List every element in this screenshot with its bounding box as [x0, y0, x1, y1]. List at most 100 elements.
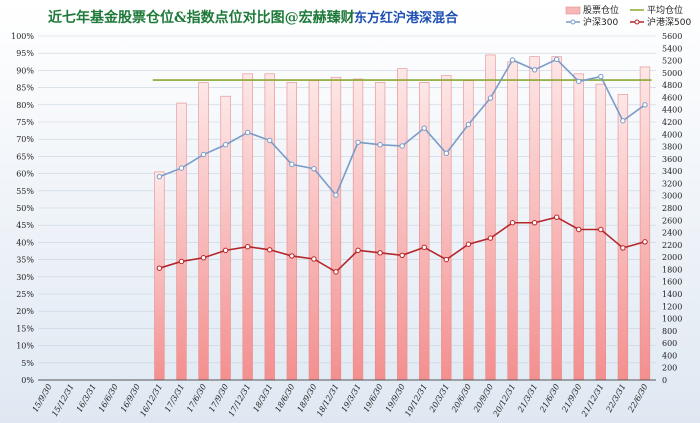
left-tick-label: 35% — [16, 256, 34, 265]
point — [421, 244, 427, 251]
point — [642, 102, 648, 108]
left-tick-label: 65% — [16, 152, 34, 161]
left-tick-label: 75% — [16, 118, 34, 127]
bar — [441, 75, 452, 381]
bar — [176, 102, 187, 381]
point — [156, 265, 163, 271]
point — [200, 255, 207, 261]
left-tick-label: 50% — [16, 204, 34, 213]
point — [244, 244, 251, 250]
right-tick-label: 4600 — [662, 93, 682, 102]
right-tick-label: 2800 — [662, 204, 682, 213]
point — [465, 121, 472, 128]
point — [487, 235, 494, 241]
left-tick-label: 20% — [16, 307, 34, 316]
bar — [529, 56, 540, 381]
left-tick-label: 40% — [16, 238, 34, 247]
left-tick-label: 30% — [16, 273, 34, 282]
point — [333, 269, 339, 275]
left-tick-label: 95% — [16, 49, 34, 58]
bar — [220, 95, 231, 381]
point — [156, 173, 163, 180]
left-tick-label: 15% — [16, 324, 34, 333]
point — [178, 258, 185, 265]
right-tick-label: 5200 — [662, 57, 682, 66]
point — [222, 247, 229, 254]
right-tick-label: 5600 — [662, 32, 682, 41]
left-tick-label: 85% — [16, 84, 34, 93]
right-tick-label: 4800 — [662, 81, 682, 90]
right-tick-label: 5000 — [662, 69, 682, 78]
point — [553, 214, 560, 220]
point — [311, 256, 317, 262]
bar — [617, 94, 629, 381]
right-tick-label: 2400 — [662, 229, 682, 238]
bar — [286, 82, 297, 381]
bar — [242, 73, 253, 381]
right-tick-label: 2600 — [662, 216, 682, 225]
point — [553, 56, 560, 63]
bar — [352, 78, 364, 381]
legend-label: 沪深300 — [583, 16, 618, 28]
legend-label: 股票仓位 — [583, 4, 619, 16]
position-bars — [154, 54, 651, 381]
right-tick-label: 200 — [662, 364, 677, 373]
left-axis-ticks: 0% 5% 10% 15% 20% 25% 30% 35% 40% 45% 50% 55% 60% 65%… — [11, 32, 34, 385]
point — [333, 192, 339, 198]
point — [531, 220, 538, 226]
right-tick-label: 1400 — [662, 290, 682, 299]
point — [465, 241, 472, 247]
point — [289, 253, 295, 259]
left-tick-label: 100% — [11, 32, 34, 41]
bar — [154, 171, 165, 381]
right-tick-label: 600 — [662, 339, 677, 348]
point — [620, 118, 626, 124]
bar — [374, 82, 386, 381]
bar — [264, 73, 275, 381]
left-tick-label: 10% — [16, 342, 34, 351]
point — [377, 142, 383, 148]
legend-marker — [570, 19, 576, 25]
right-tick-label: 800 — [662, 327, 677, 336]
point — [267, 137, 273, 144]
right-tick-label: 1600 — [662, 278, 682, 287]
point — [576, 226, 582, 233]
bar — [485, 54, 496, 381]
right-tick-label: 4200 — [662, 118, 682, 127]
point — [509, 57, 516, 63]
point — [244, 129, 251, 136]
left-tick-label: 45% — [16, 221, 34, 230]
point — [355, 247, 361, 254]
left-tick-label: 90% — [16, 66, 34, 75]
point — [598, 73, 604, 80]
point — [399, 143, 405, 149]
point — [421, 125, 427, 131]
chart-subtitle: 东方红沪港深混合 — [354, 10, 459, 26]
series-lines — [152, 56, 652, 275]
right-tick-label: 3400 — [662, 167, 682, 176]
bar — [308, 80, 320, 381]
left-tick-label: 25% — [16, 290, 34, 299]
point — [222, 142, 229, 148]
right-tick-label: 3800 — [662, 143, 682, 152]
right-tick-label: 3600 — [662, 155, 682, 164]
point — [355, 139, 361, 145]
point — [178, 165, 185, 171]
point — [620, 245, 626, 251]
right-tick-label: 3200 — [662, 179, 682, 188]
point — [487, 95, 494, 101]
point — [311, 165, 317, 172]
legend-swatch — [565, 6, 581, 15]
right-tick-label: 1000 — [662, 315, 682, 324]
right-tick-label: 2000 — [662, 253, 682, 262]
point — [289, 161, 295, 168]
bar — [330, 76, 342, 381]
point — [598, 226, 604, 233]
legend-label: 平均仓位 — [647, 4, 683, 16]
point — [642, 239, 648, 245]
left-tick-label: 55% — [16, 187, 34, 196]
right-tick-label: 3000 — [662, 192, 682, 201]
